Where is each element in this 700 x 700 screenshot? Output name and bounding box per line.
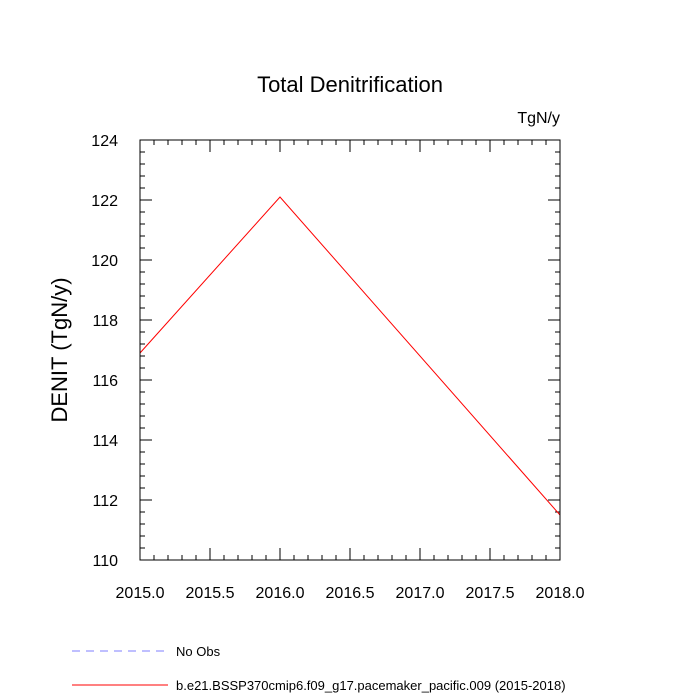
x-tick-label: 2017.5 (466, 585, 515, 602)
legend: No Obs b.e21.BSSP370cmip6.f09_g17.pacemak… (72, 644, 566, 693)
x-tick-label: 2016.0 (256, 585, 305, 602)
x-tick-label: 2016.5 (326, 585, 375, 602)
x-tick-label: 2015.0 (116, 585, 165, 602)
plot-lines (139, 196, 561, 516)
plot-frame (139, 139, 561, 561)
y-tick-label: 112 (92, 493, 118, 510)
y-tick-label: 116 (92, 373, 118, 390)
chart-title: Total Denitrification (257, 72, 443, 97)
legend-entry-label: b.e21.BSSP370cmip6.f09_g17.pacemaker_pac… (176, 678, 566, 693)
series-line (139, 196, 561, 516)
y-tick-label: 118 (92, 313, 118, 330)
y-tick-label: 114 (92, 433, 118, 450)
y-tick-label: 122 (91, 193, 118, 210)
y-axis-ticks: 110 112 114 116 118 120 122 124 (91, 133, 560, 570)
x-axis-ticks: 2015.0 2015.5 2016.0 2016.5 2017.0 2017.5 2018… (116, 140, 585, 602)
units-label: TgN/y (517, 110, 560, 127)
y-tick-label: 120 (91, 253, 118, 270)
x-tick-label: 2018.0 (536, 585, 585, 602)
y-axis-label: DENIT (TgN/y) (47, 277, 72, 422)
x-tick-label: 2017.0 (396, 585, 445, 602)
x-tick-label: 2015.5 (186, 585, 235, 602)
y-tick-label: 124 (91, 133, 118, 150)
legend-entry-label: No Obs (176, 644, 221, 659)
y-tick-label: 110 (92, 553, 118, 570)
